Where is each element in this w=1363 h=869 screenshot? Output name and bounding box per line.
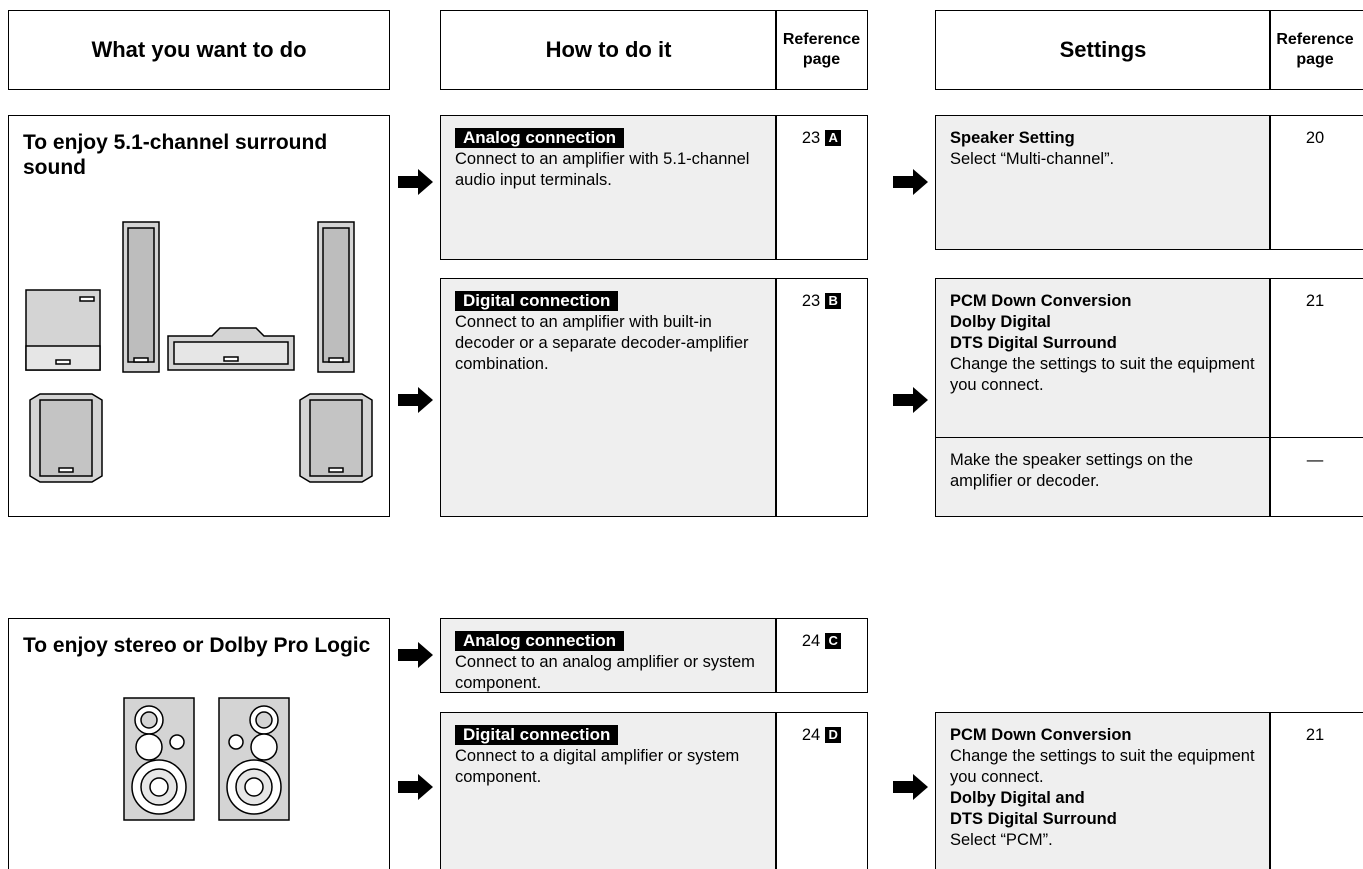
goal-box: To enjoy stereo or Dolby Pro Logic bbox=[8, 618, 390, 869]
arrow-shape bbox=[893, 169, 928, 195]
ref-letter: D bbox=[825, 727, 842, 743]
goal-text: To enjoy 5.1-channel surround sound bbox=[23, 131, 328, 179]
arrow bbox=[893, 169, 928, 195]
setting-text: Change the settings to suit the equipmen… bbox=[950, 355, 1255, 394]
header-how-ref: Reference page bbox=[775, 10, 868, 90]
setting-ref: 21 bbox=[1269, 278, 1363, 438]
header-what: What you want to do bbox=[8, 10, 390, 90]
ref-letter: B bbox=[825, 293, 842, 309]
arrow bbox=[398, 774, 433, 800]
setting-heading: PCM Down Conversion bbox=[950, 726, 1132, 744]
method-label: Analog connection bbox=[455, 128, 624, 148]
setting-heading: Speaker Setting bbox=[950, 129, 1075, 147]
ref-page: 21 bbox=[1305, 292, 1325, 310]
method-ref: 23 B bbox=[775, 278, 868, 517]
method-text: Connect to a digital amplifier or system… bbox=[455, 747, 740, 786]
arrow-shape bbox=[398, 642, 433, 668]
arrow-shape bbox=[893, 387, 928, 413]
ref-page: — bbox=[1306, 451, 1324, 469]
arrow bbox=[398, 642, 433, 668]
method-cell: Digital connection Connect to a digital a… bbox=[440, 712, 777, 869]
setting-cell: Make the speaker settings on the amplifi… bbox=[935, 437, 1271, 517]
setting-ref: 20 bbox=[1269, 115, 1363, 250]
setting-ref: 21 bbox=[1269, 712, 1363, 869]
method-text: Connect to an analog amplifier or system… bbox=[455, 653, 755, 692]
ref-page: 20 bbox=[1305, 129, 1325, 147]
setting-text: Change the settings to suit the equipmen… bbox=[950, 747, 1255, 786]
arrow bbox=[398, 169, 433, 195]
arrow bbox=[893, 774, 928, 800]
goal-box: To enjoy 5.1-channel surround sound bbox=[8, 115, 390, 517]
ref-page: 24 bbox=[801, 632, 821, 650]
method-ref: 24 D bbox=[775, 712, 868, 869]
ref-page: 21 bbox=[1305, 726, 1325, 744]
ref-letter: C bbox=[825, 633, 842, 649]
method-ref: 24 C bbox=[775, 618, 868, 693]
ref-page: 23 bbox=[801, 129, 821, 147]
ref-page: 24 bbox=[801, 726, 821, 744]
setting-heading: Dolby Digital bbox=[950, 313, 1051, 331]
method-text: Connect to an amplifier with 5.1-channel… bbox=[455, 150, 750, 189]
header-settings-ref: Reference page bbox=[1269, 10, 1363, 90]
method-cell: Analog connection Connect to an analog am… bbox=[440, 618, 777, 693]
method-ref: 23 A bbox=[775, 115, 868, 260]
setting-heading: PCM Down Conversion bbox=[950, 292, 1132, 310]
header-settings: Settings bbox=[935, 10, 1271, 90]
ref-letter: A bbox=[825, 130, 842, 146]
setting-text: Make the speaker settings on the amplifi… bbox=[950, 451, 1194, 490]
method-label: Analog connection bbox=[455, 631, 624, 651]
setting-cell: PCM Down Conversion Dolby Digital DTS Digi… bbox=[935, 278, 1271, 438]
setting-heading: DTS Digital Surround bbox=[950, 810, 1117, 828]
goal-text: To enjoy stereo or Dolby Pro Logic bbox=[23, 634, 371, 657]
arrow bbox=[893, 387, 928, 413]
arrow-shape bbox=[398, 169, 433, 195]
method-cell: Analog connection Connect to an amplifier… bbox=[440, 115, 777, 260]
setting-heading: DTS Digital Surround bbox=[950, 334, 1117, 352]
arrow-shape bbox=[398, 774, 433, 800]
setting-heading: Dolby Digital and bbox=[950, 789, 1085, 807]
header-how: How to do it bbox=[440, 10, 777, 90]
setting-ref: — bbox=[1269, 437, 1363, 517]
setting-cell: Speaker Setting Select “Multi-channel”. bbox=[935, 115, 1271, 250]
arrow bbox=[398, 387, 433, 413]
ref-page: 23 bbox=[801, 292, 821, 310]
method-cell: Digital connection Connect to an amplifie… bbox=[440, 278, 777, 517]
method-label: Digital connection bbox=[455, 725, 619, 745]
setting-text: Select “Multi-channel”. bbox=[950, 150, 1115, 168]
method-text: Connect to an amplifier with built-in de… bbox=[455, 313, 749, 373]
method-label: Digital connection bbox=[455, 291, 619, 311]
arrow-shape bbox=[398, 387, 433, 413]
arrow-shape bbox=[893, 774, 928, 800]
setting-text: Select “PCM”. bbox=[950, 831, 1053, 849]
setting-cell: PCM Down Conversion Change the settings t… bbox=[935, 712, 1271, 869]
